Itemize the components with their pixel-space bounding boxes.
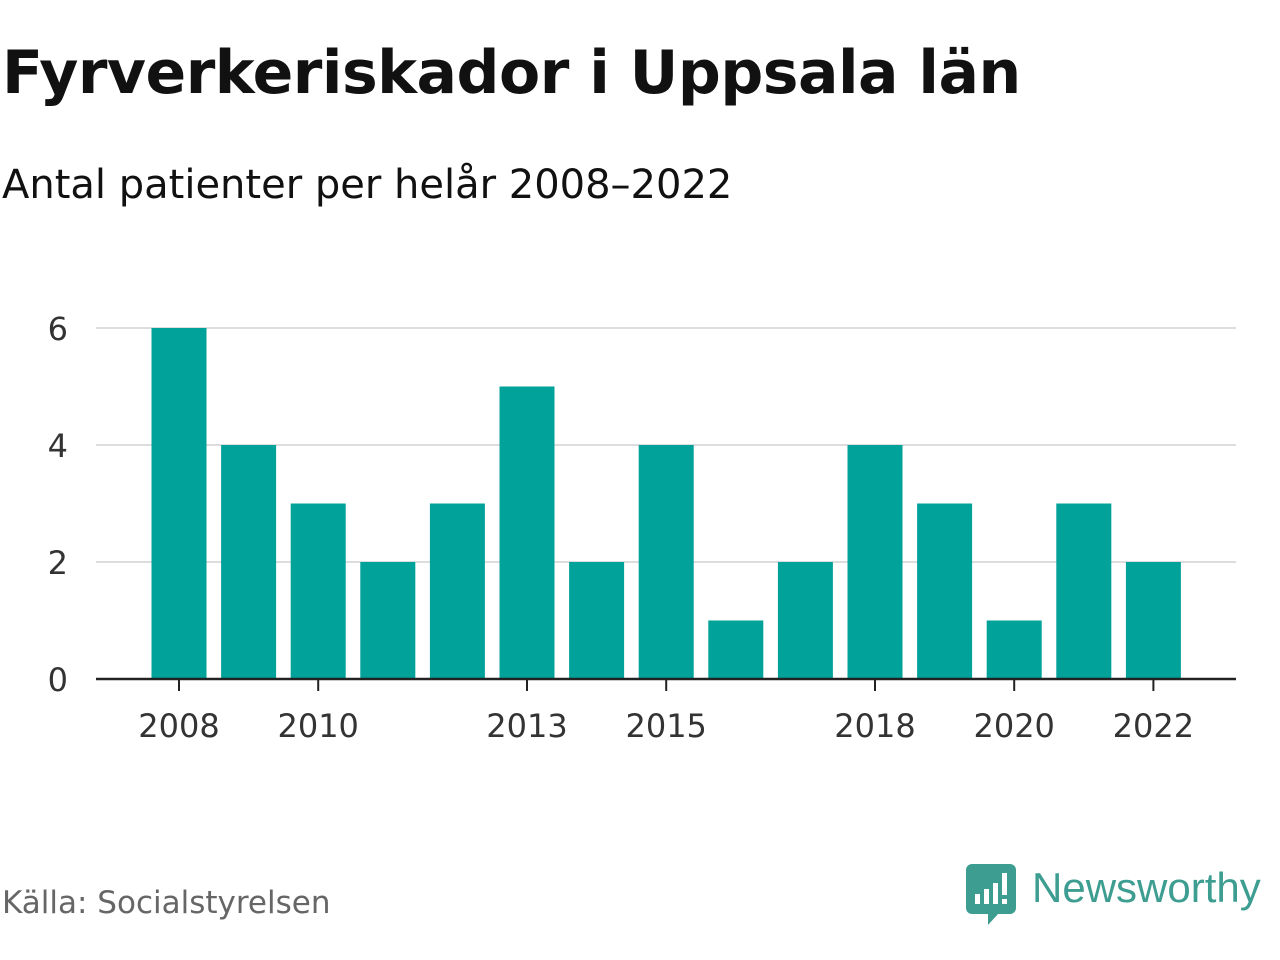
bar-2008 xyxy=(151,328,207,679)
x-tick-label: 2022 xyxy=(1113,707,1194,745)
bar-2020 xyxy=(986,620,1042,679)
chart-subtitle: Antal patienter per helår 2008–2022 xyxy=(2,162,733,208)
bar-2009 xyxy=(221,445,277,679)
bar-2022 xyxy=(1125,562,1181,679)
source-note: Källa: Socialstyrelsen xyxy=(2,885,331,921)
x-tick-label: 2015 xyxy=(625,707,706,745)
bar-2011 xyxy=(360,562,416,679)
bar-2016 xyxy=(708,620,764,679)
bar-2014 xyxy=(569,562,625,679)
brand-logo: Newsworthy xyxy=(966,864,1261,926)
bar-2018 xyxy=(847,445,903,679)
y-tick-label: 4 xyxy=(48,427,68,465)
x-tick-label: 2013 xyxy=(486,707,567,745)
bar-2019 xyxy=(917,503,973,679)
chart-title: Fyrverkeriskador i Uppsala län xyxy=(2,38,1021,108)
axes xyxy=(96,677,1236,691)
y-tick-label: 6 xyxy=(48,310,68,348)
y-tick-label: 2 xyxy=(48,544,68,582)
bar-2017 xyxy=(777,562,833,679)
bar-2012 xyxy=(429,503,485,679)
bar-chart: 0 2 4 6 2008 2010 2013 2015 2018 2020 2022 xyxy=(48,310,1236,745)
x-tick-label: 2020 xyxy=(973,707,1054,745)
brand-name: Newsworthy xyxy=(1032,864,1261,911)
x-tick-label: 2018 xyxy=(834,707,915,745)
bar-2010 xyxy=(290,503,346,679)
tick-labels: 0 2 4 6 2008 2010 2013 2015 2018 2020 2022 xyxy=(48,310,1194,745)
bars xyxy=(151,328,1181,679)
bar-2015 xyxy=(638,445,694,679)
bar-2021 xyxy=(1056,503,1112,679)
x-tick-label: 2010 xyxy=(277,707,358,745)
x-tick-label: 2008 xyxy=(138,707,219,745)
bar-2013 xyxy=(499,386,555,679)
newsworthy-logo-icon xyxy=(966,864,1016,925)
y-tick-label: 0 xyxy=(48,661,68,699)
